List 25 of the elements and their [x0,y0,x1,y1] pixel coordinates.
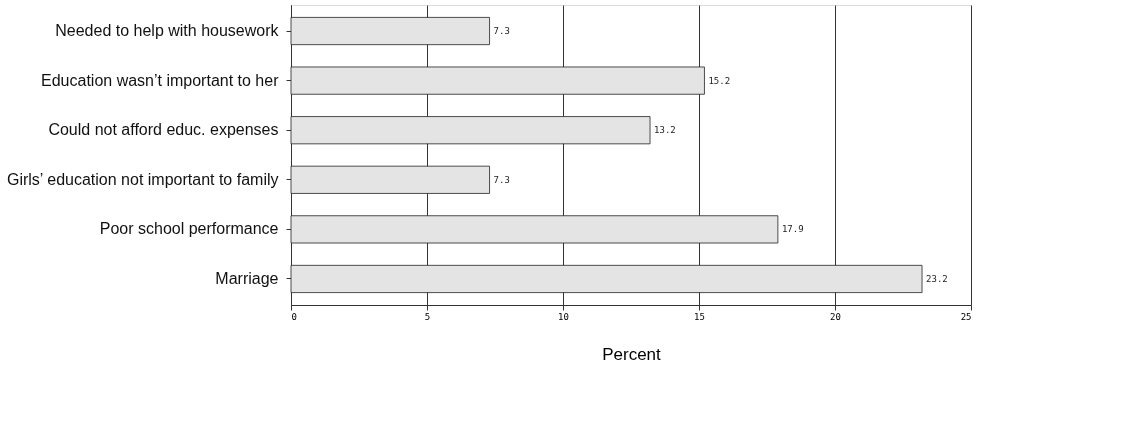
data-label: 7.3 [493,26,510,37]
x-tick-label: 5 [424,311,431,322]
x-axis-title: Percent [602,344,662,364]
data-label: 13.2 [654,125,676,136]
y-tick-label: Could not afford educ. expenses [48,121,279,139]
bar [290,215,779,244]
data-label: 17.9 [781,224,804,235]
y-tick-label: Girls’ education not important to family [6,170,279,188]
data-label: 7.3 [493,174,510,185]
y-tick-label: Poor school performance [99,220,279,238]
data-label: 15.2 [708,75,731,86]
y-tick-label: Education wasn’t important to her [41,71,280,89]
x-tick-label: 25 [960,311,972,322]
x-tick-label: 0 [291,311,297,322]
x-tick-label: 20 [830,311,841,322]
bar [290,264,923,293]
y-tick-label: Needed to help with housework [55,22,280,40]
bar [290,165,490,194]
bar [290,17,490,46]
x-tick-label: 15 [694,311,705,322]
data-label: 23.2 [926,273,948,284]
y-tick-label: Marriage [215,269,279,287]
bar [290,66,705,95]
bar [290,116,651,145]
x-tick-label: 10 [558,311,569,322]
